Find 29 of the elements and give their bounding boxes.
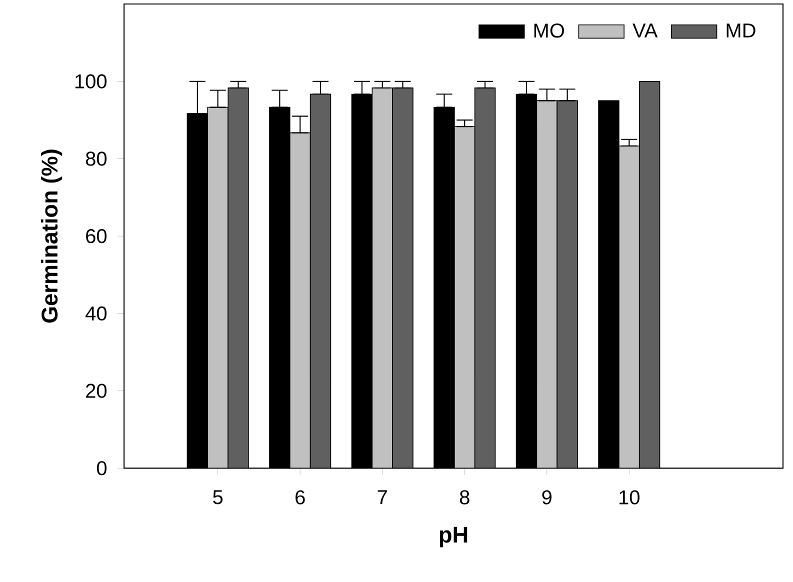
x-tick-label: 10 <box>620 490 640 504</box>
y-axis-title: Germination (%) <box>41 150 62 323</box>
bar <box>392 87 414 468</box>
x-tick-label: 6 <box>296 490 305 504</box>
y-tick-label: 40 <box>86 306 107 320</box>
bar <box>228 87 249 468</box>
y-tick-label: 60 <box>86 228 107 244</box>
legend-label: MD <box>726 24 756 38</box>
x-tick-label: 7 <box>378 490 387 504</box>
legend-label: VA <box>632 24 658 38</box>
bar <box>638 80 660 468</box>
bar <box>454 126 476 468</box>
y-tick-label: 20 <box>86 384 107 398</box>
bar <box>618 145 640 468</box>
y-tick-label: 80 <box>86 152 107 166</box>
x-tick-label: 8 <box>460 490 470 504</box>
y-tick-label: 100 <box>75 74 107 88</box>
bar <box>536 100 558 468</box>
y-tick-label: 0 <box>96 460 107 476</box>
bar <box>310 94 332 468</box>
bar <box>556 100 578 468</box>
x-axis-title: pH <box>440 526 468 548</box>
x-tick-label: 9 <box>542 490 552 504</box>
legend-label: MO <box>534 23 564 38</box>
bar <box>207 106 228 468</box>
x-tick-label: 5 <box>213 490 223 504</box>
bar <box>290 132 311 468</box>
bar <box>474 87 496 468</box>
bar <box>372 87 393 468</box>
